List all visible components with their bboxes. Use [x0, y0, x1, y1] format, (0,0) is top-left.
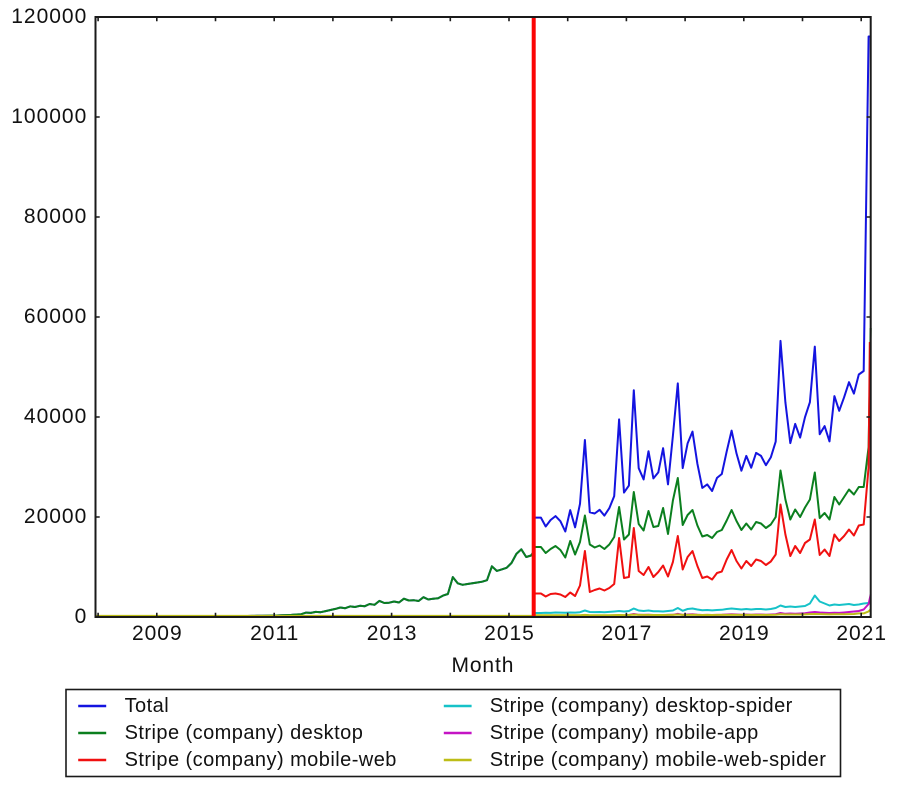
svg-text:Stripe (company) mobile-web: Stripe (company) mobile-web [125, 749, 397, 771]
svg-text:20000: 20000 [24, 505, 87, 528]
svg-text:0: 0 [75, 605, 88, 628]
svg-text:40000: 40000 [24, 405, 87, 428]
svg-text:Total: Total [125, 695, 170, 717]
svg-text:Stripe (company) mobile-web-sp: Stripe (company) mobile-web-spider [490, 749, 827, 771]
svg-text:100000: 100000 [11, 105, 87, 128]
svg-text:60000: 60000 [24, 305, 87, 328]
svg-text:2011: 2011 [250, 622, 299, 645]
svg-text:80000: 80000 [24, 205, 87, 228]
svg-text:2021: 2021 [836, 622, 887, 645]
svg-text:Stripe (company) desktop: Stripe (company) desktop [125, 722, 364, 744]
svg-text:2009: 2009 [132, 622, 183, 645]
svg-text:Stripe (company) mobile-app: Stripe (company) mobile-app [490, 722, 759, 744]
svg-text:2015: 2015 [484, 622, 535, 645]
svg-text:2017: 2017 [602, 622, 653, 645]
svg-text:120000: 120000 [11, 5, 87, 28]
svg-text:Stripe (company) desktop-spide: Stripe (company) desktop-spider [490, 695, 793, 717]
svg-text:Month: Month [451, 654, 514, 677]
svg-text:2019: 2019 [719, 622, 770, 645]
svg-text:2013: 2013 [367, 622, 418, 645]
